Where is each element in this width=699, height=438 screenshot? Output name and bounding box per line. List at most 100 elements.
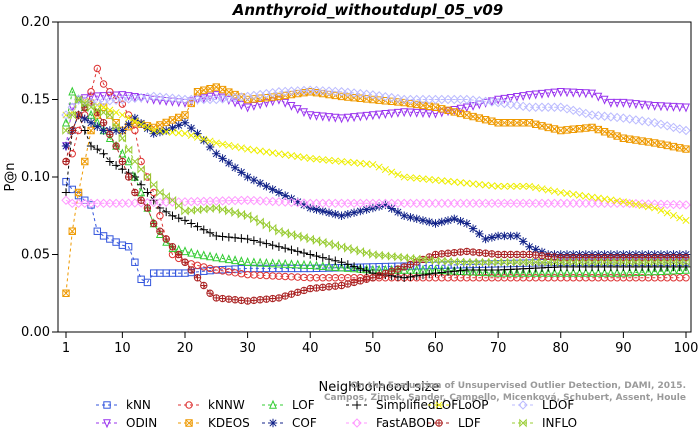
point-fastabod [443,198,453,209]
point-inflo [168,195,177,205]
point-kdeos [488,117,496,125]
point-ldof [349,88,359,98]
point-fastabod [405,198,416,209]
point-simplifiedlof [324,254,334,264]
point-lof [243,257,252,266]
point-ldf [244,297,251,305]
point-simplifiedlof [450,267,459,276]
point-ldf [645,254,652,261]
point-loop [494,182,502,190]
point-cof [481,234,490,244]
point-ldof [599,111,610,121]
point-ldf [124,173,133,181]
point-fastabod [330,198,341,209]
point-ldf [469,248,477,256]
point-loop [550,187,559,195]
series-inflo [62,95,690,267]
point-odin [650,102,659,111]
point-cof [136,119,146,128]
point-fastabod [242,195,253,205]
point-fastabod [336,198,347,209]
point-odin [130,93,139,102]
point-cof [80,114,89,124]
point-inflo [387,251,396,261]
point-loop [619,198,627,206]
point-fastabod [105,198,115,209]
point-lof [682,264,690,274]
point-loop [150,126,158,135]
point-cof [512,231,522,241]
legend-item-odin: ODIN [96,416,157,430]
point-simplifiedlof [337,258,346,267]
point-ldf [457,248,464,256]
legend-item-fastabod: FastABOD [346,416,435,430]
watermark-line-1: On the Evaluation of Unsupervised Outlie… [351,381,686,391]
point-ldf [118,157,127,166]
point-lof [613,267,622,277]
point-lof [469,266,478,276]
point-simplifiedlof [118,165,127,174]
point-odin [68,103,77,113]
x-tick-label: 10 [114,341,131,356]
x-tick-label: 80 [552,341,569,356]
point-fastabod [230,195,240,206]
point-ldf [406,260,415,269]
point-ldof [199,94,209,105]
point-cof [293,197,302,206]
point-inflo [206,204,214,214]
point-inflo [394,252,402,262]
legend-label-cof: COF [292,416,317,430]
point-fastabod [380,198,391,209]
legend-label-odin: ODIN [126,416,157,430]
point-cof [324,208,334,217]
point-ldf [188,266,195,274]
point-simplifiedlof [143,188,152,197]
point-cof [249,175,259,185]
point-lof [625,267,634,277]
point-ldf [494,251,502,258]
point-fastabod [487,198,497,209]
point-fastabod [199,196,209,207]
point-loop [388,168,396,176]
point-odin [563,88,571,98]
point-odin [675,103,684,113]
point-ldf [112,142,120,150]
point-odin [537,89,546,99]
point-cof [406,213,415,222]
point-cof [61,141,71,151]
point-ldf [162,235,170,243]
point-kdeos [557,126,565,135]
point-ldf [375,272,383,279]
point-ldf [156,228,164,235]
point-lof [249,257,258,267]
point-kdeos [168,116,177,124]
point-cof [237,168,246,177]
point-odin [243,103,252,113]
point-fastabod [430,198,441,209]
point-odin [663,102,672,112]
point-cof [130,113,140,123]
point-ldf [307,285,314,292]
point-kdeos [632,136,640,144]
point-lof [631,267,640,277]
point-ldof [324,86,334,96]
point-simplifiedlof [431,268,440,278]
point-inflo [350,245,358,255]
point-loop [212,139,220,147]
x-tick-label: 90 [615,341,632,356]
point-cof [374,202,384,211]
point-ldof [186,94,196,105]
point-inflo [137,164,145,174]
point-ldf [200,282,207,289]
point-cof [531,245,540,254]
point-ldof [424,94,434,105]
point-loop [444,177,452,185]
point-ldf [576,254,583,261]
point-inflo [682,257,690,267]
point-inflo [212,203,221,213]
point-lof [206,251,215,261]
point-loop [663,209,671,217]
point-odin [118,91,127,101]
point-loop [256,147,264,155]
point-knnw [99,80,108,88]
